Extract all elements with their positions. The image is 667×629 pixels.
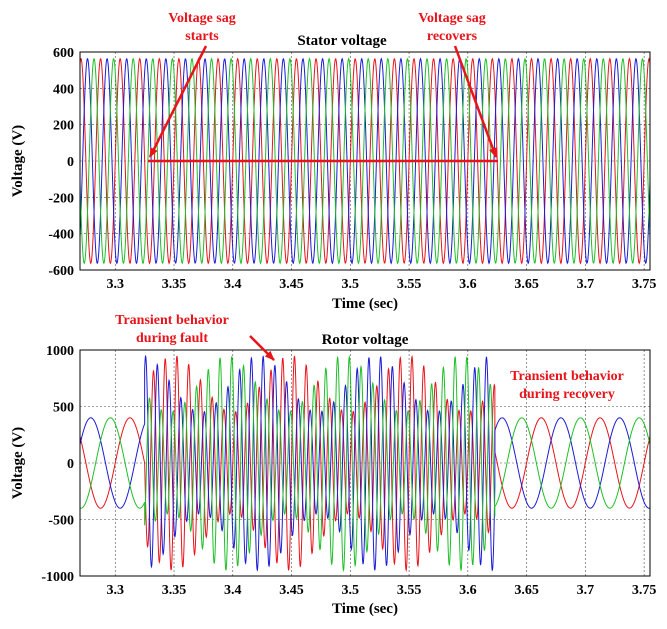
x-tick-labels: 3.3 3.35 3.4 3.45 3.5 3.55 3.6 3.65 3.7 3.75 xyxy=(107,583,657,598)
x-tick-label: 3.45 xyxy=(279,583,304,598)
annotation-line: recovers xyxy=(427,29,478,44)
x-tick-label: 3.7 xyxy=(577,277,595,292)
annotation-transient-recovery: Transient behavior during recovery xyxy=(510,369,624,402)
x-tick-label: 3.55 xyxy=(397,277,422,292)
rotor-voltage-chart: 3.3 3.35 3.4 3.45 3.5 3.55 3.6 3.65 3.7 3.75 -100… xyxy=(10,313,656,617)
x-tick-label: 3.75 xyxy=(632,277,657,292)
x-tick-label: 3.55 xyxy=(397,583,422,598)
x-tick-label: 3.75 xyxy=(632,583,657,598)
annotation-line: Transient behavior xyxy=(115,313,229,328)
series-trace xyxy=(79,354,651,573)
y-tick-label: 500 xyxy=(53,401,74,416)
y-tick-label: 600 xyxy=(53,46,74,61)
x-tick-label: 3.4 xyxy=(224,583,242,598)
series-trace xyxy=(79,57,651,265)
series-trace xyxy=(79,354,651,572)
annotation-transient-fault: Transient behavior during fault xyxy=(115,313,229,346)
x-axis-label: Time (sec) xyxy=(332,601,398,617)
x-tick-label: 3.3 xyxy=(107,583,125,598)
y-tick-label: 200 xyxy=(53,119,74,134)
y-tick-labels: -600 -400 -200 0 200 400 600 xyxy=(48,46,74,279)
y-axis-label: Voltage (V) xyxy=(10,427,26,499)
x-tick-label: 3.3 xyxy=(107,277,125,292)
x-tick-label: 3.6 xyxy=(459,277,477,292)
x-tick-label: 3.7 xyxy=(577,583,595,598)
x-tick-label: 3.6 xyxy=(459,583,477,598)
y-axis-label: Voltage (V) xyxy=(10,125,26,197)
y-tick-label: 1000 xyxy=(46,344,74,359)
x-tick-label: 3.65 xyxy=(514,277,539,292)
x-tick-label: 3.5 xyxy=(342,277,360,292)
x-tick-label: 3.35 xyxy=(162,277,187,292)
traces xyxy=(79,57,651,265)
y-tick-label: 0 xyxy=(67,457,74,472)
plot-frame xyxy=(79,349,651,577)
annotation-line: during fault xyxy=(136,331,208,346)
series-trace xyxy=(79,57,651,265)
annotation-line: Voltage sag xyxy=(418,11,486,26)
y-tick-label: -600 xyxy=(48,264,74,279)
x-tick-label: 3.5 xyxy=(342,583,360,598)
series-trace xyxy=(79,354,651,573)
x-tick-label: 3.35 xyxy=(162,583,187,598)
stator-voltage-chart: 3.3 3.35 3.4 3.45 3.5 3.55 3.6 3.65 3.7 3.75 -600… xyxy=(10,11,656,312)
transient-fault-arrow xyxy=(249,335,275,361)
y-tick-label: 400 xyxy=(53,82,74,97)
y-tick-label: 0 xyxy=(67,155,74,170)
annotation-sag-starts: Voltage sag starts xyxy=(168,11,236,44)
sag-starts-arrow xyxy=(148,45,208,158)
x-tick-label: 3.65 xyxy=(514,583,539,598)
x-tick-labels: 3.3 3.35 3.4 3.45 3.5 3.55 3.6 3.65 3.7 3.75 xyxy=(107,277,657,292)
series-trace xyxy=(79,57,651,265)
x-tick-label: 3.4 xyxy=(224,277,242,292)
y-tick-label: -1000 xyxy=(41,570,74,585)
chart-title: Stator voltage xyxy=(297,33,387,49)
plot-frame xyxy=(79,51,651,271)
y-tick-label: -400 xyxy=(48,228,74,243)
annotation-line: starts xyxy=(185,29,219,44)
traces xyxy=(79,354,651,573)
annotation-sag-recovers: Voltage sag recovers xyxy=(418,11,486,44)
y-tick-label: -200 xyxy=(48,191,74,206)
y-tick-labels: -1000 -500 0 500 1000 xyxy=(41,344,74,585)
annotation-line: Voltage sag xyxy=(168,11,236,26)
x-tick-label: 3.45 xyxy=(279,277,304,292)
annotation-line: Transient behavior xyxy=(510,369,624,384)
sag-recovers-arrow xyxy=(453,45,498,158)
x-axis-label: Time (sec) xyxy=(332,296,398,312)
chart-title: Rotor voltage xyxy=(322,332,409,348)
y-tick-label: -500 xyxy=(48,514,74,529)
annotation-line: during recovery xyxy=(519,387,615,402)
